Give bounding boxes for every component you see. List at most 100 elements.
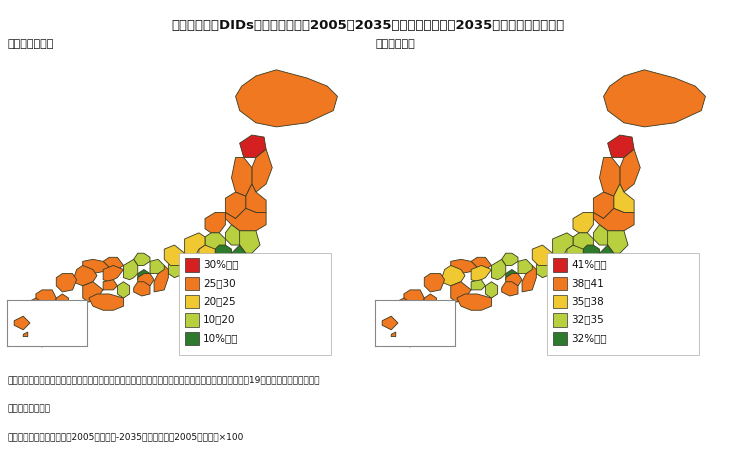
Polygon shape [103,266,124,282]
Bar [553,313,567,327]
Polygon shape [424,294,436,314]
Polygon shape [450,282,471,302]
Polygon shape [420,310,436,335]
Polygon shape [604,70,705,127]
Polygon shape [232,158,252,196]
Polygon shape [518,259,532,273]
Polygon shape [205,233,225,251]
Polygon shape [169,259,185,278]
Polygon shape [471,266,492,282]
Polygon shape [537,259,553,278]
Polygon shape [506,269,518,282]
Polygon shape [138,269,150,282]
Polygon shape [441,266,465,286]
Polygon shape [559,257,583,273]
Text: 注：人口減少率（％）＝（2005年の人口-2035年の人口）／2005年の人口×100: 注：人口減少率（％）＝（2005年の人口-2035年の人口）／2005年の人口×… [7,432,244,441]
Polygon shape [502,253,518,266]
Polygon shape [150,259,164,273]
Text: 20〜25: 20〜25 [203,296,236,306]
Polygon shape [134,282,150,296]
Bar [185,295,199,308]
Polygon shape [583,255,600,266]
Text: 産省で推計: 産省で推計 [7,404,50,413]
Polygon shape [205,213,225,233]
Polygon shape [246,184,266,213]
Polygon shape [396,298,410,314]
Polygon shape [124,259,138,280]
Bar [553,258,567,272]
Polygon shape [138,273,154,286]
Bar [185,313,199,327]
Polygon shape [600,245,620,266]
Polygon shape [191,257,215,273]
Polygon shape [506,273,522,286]
Polygon shape [20,302,32,318]
Polygon shape [608,135,634,158]
Text: 38〜41: 38〜41 [571,278,604,288]
Polygon shape [573,233,593,251]
Polygon shape [82,282,103,302]
Polygon shape [553,233,573,259]
Polygon shape [154,266,169,292]
Polygon shape [620,149,640,192]
Polygon shape [232,245,252,266]
Polygon shape [485,282,498,298]
Bar [553,277,567,290]
Polygon shape [28,298,42,314]
Polygon shape [73,266,97,286]
Polygon shape [614,184,634,213]
Text: （高齢化率）: （高齢化率） [375,39,415,49]
Text: 41%以上: 41%以上 [571,259,606,269]
Polygon shape [567,245,583,259]
Polygon shape [225,225,246,245]
Polygon shape [471,280,485,290]
Polygon shape [36,290,56,310]
Polygon shape [56,273,77,292]
Polygon shape [185,233,205,259]
Polygon shape [492,259,506,280]
Polygon shape [457,294,492,310]
Polygon shape [404,322,424,347]
Polygon shape [52,310,68,335]
Bar [179,253,331,355]
Polygon shape [236,70,337,127]
Polygon shape [404,290,424,310]
Polygon shape [89,294,124,310]
Text: 30%以上: 30%以上 [203,259,238,269]
Polygon shape [215,253,232,259]
Polygon shape [608,231,628,253]
Bar [185,332,199,345]
Polygon shape [215,245,232,255]
Bar [553,332,567,345]
Polygon shape [404,306,424,327]
Polygon shape [593,208,634,231]
Bar [553,295,567,308]
Polygon shape [388,302,400,318]
Polygon shape [215,255,232,266]
Text: 32〜35: 32〜35 [571,315,604,324]
Text: 32%未満: 32%未満 [571,333,606,343]
Text: 図４－５　非DIDsの人口減少率（2005－2035年）と高齢化率（2035年）（都道府県別）: 図４－５ 非DIDsの人口減少率（2005－2035年）と高齢化率（2035年）… [171,18,565,32]
Text: 35〜38: 35〜38 [571,296,604,306]
Polygon shape [450,259,477,273]
Polygon shape [573,213,593,233]
Text: 資料：総務省「国勢調査」、国立社会保障・人口問題研究所「日本の都道府県別将来推計人口（平成19年５月）」を基に農林水: 資料：総務省「国勢調査」、国立社会保障・人口問題研究所「日本の都道府県別将来推計… [7,376,320,384]
Polygon shape [103,280,117,290]
Polygon shape [532,245,553,266]
Polygon shape [522,266,537,292]
Text: （人口減少率）: （人口減少率） [7,39,54,49]
Polygon shape [56,294,68,314]
Polygon shape [82,259,109,273]
Polygon shape [583,245,600,255]
Polygon shape [502,282,518,296]
Polygon shape [117,282,130,298]
Text: 25〜30: 25〜30 [203,278,236,288]
Polygon shape [225,192,246,218]
Polygon shape [593,225,614,245]
Polygon shape [471,257,492,269]
Bar [547,253,699,355]
Polygon shape [36,306,56,327]
Polygon shape [199,245,215,259]
Polygon shape [583,253,600,259]
Polygon shape [103,257,124,269]
